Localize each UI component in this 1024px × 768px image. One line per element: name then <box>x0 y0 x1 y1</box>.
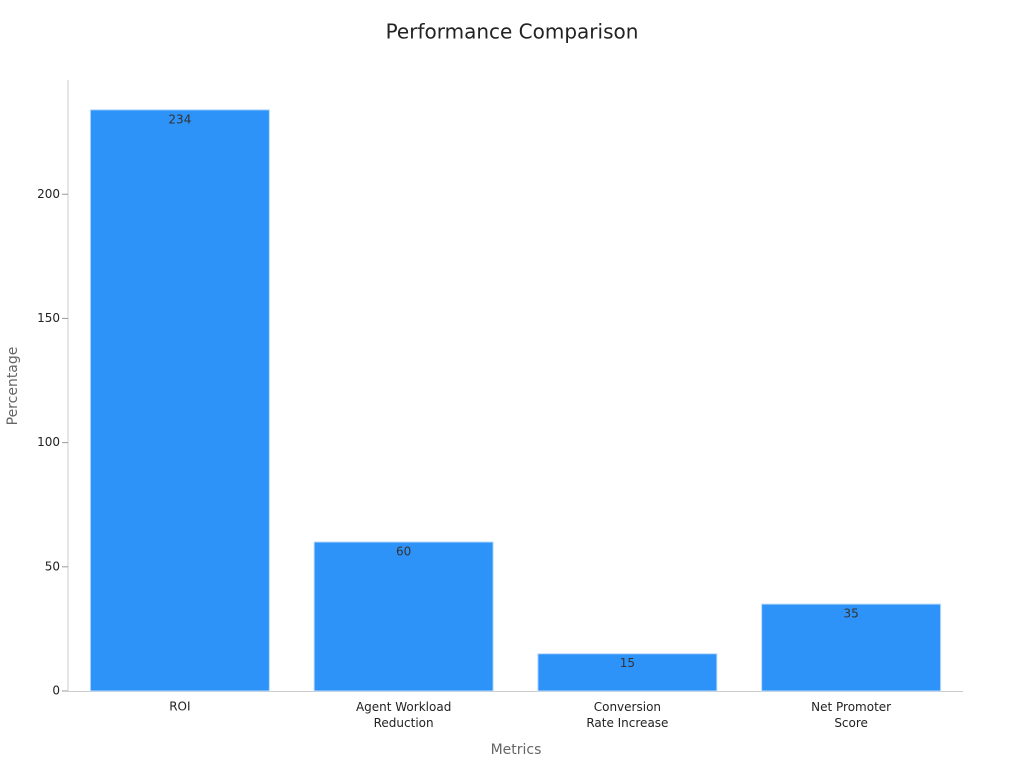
x-axis-label: Metrics <box>491 742 542 758</box>
y-tick-label: 0 <box>52 684 60 698</box>
bar <box>89 109 270 692</box>
x-tick-label: Agent Workload Reduction <box>356 700 451 730</box>
y-tick-label: 150 <box>37 311 60 325</box>
value-label: 15 <box>620 656 635 670</box>
y-tick-label: 200 <box>37 187 60 201</box>
chart-title: Performance Comparison <box>386 20 639 44</box>
y-tick-label: 100 <box>37 435 60 449</box>
y-axis-label: Percentage <box>5 347 21 426</box>
x-tick-label: Conversion Rate Increase <box>586 700 668 730</box>
bar <box>313 541 494 692</box>
x-tick-label: ROI <box>169 700 190 714</box>
x-tick-label: Net Promoter Score <box>811 700 891 730</box>
value-label: 234 <box>168 112 191 126</box>
value-label: 35 <box>843 607 858 621</box>
bar <box>537 653 718 692</box>
y-tick-label: 50 <box>45 559 60 573</box>
value-label: 60 <box>396 544 411 558</box>
bar <box>761 603 942 692</box>
